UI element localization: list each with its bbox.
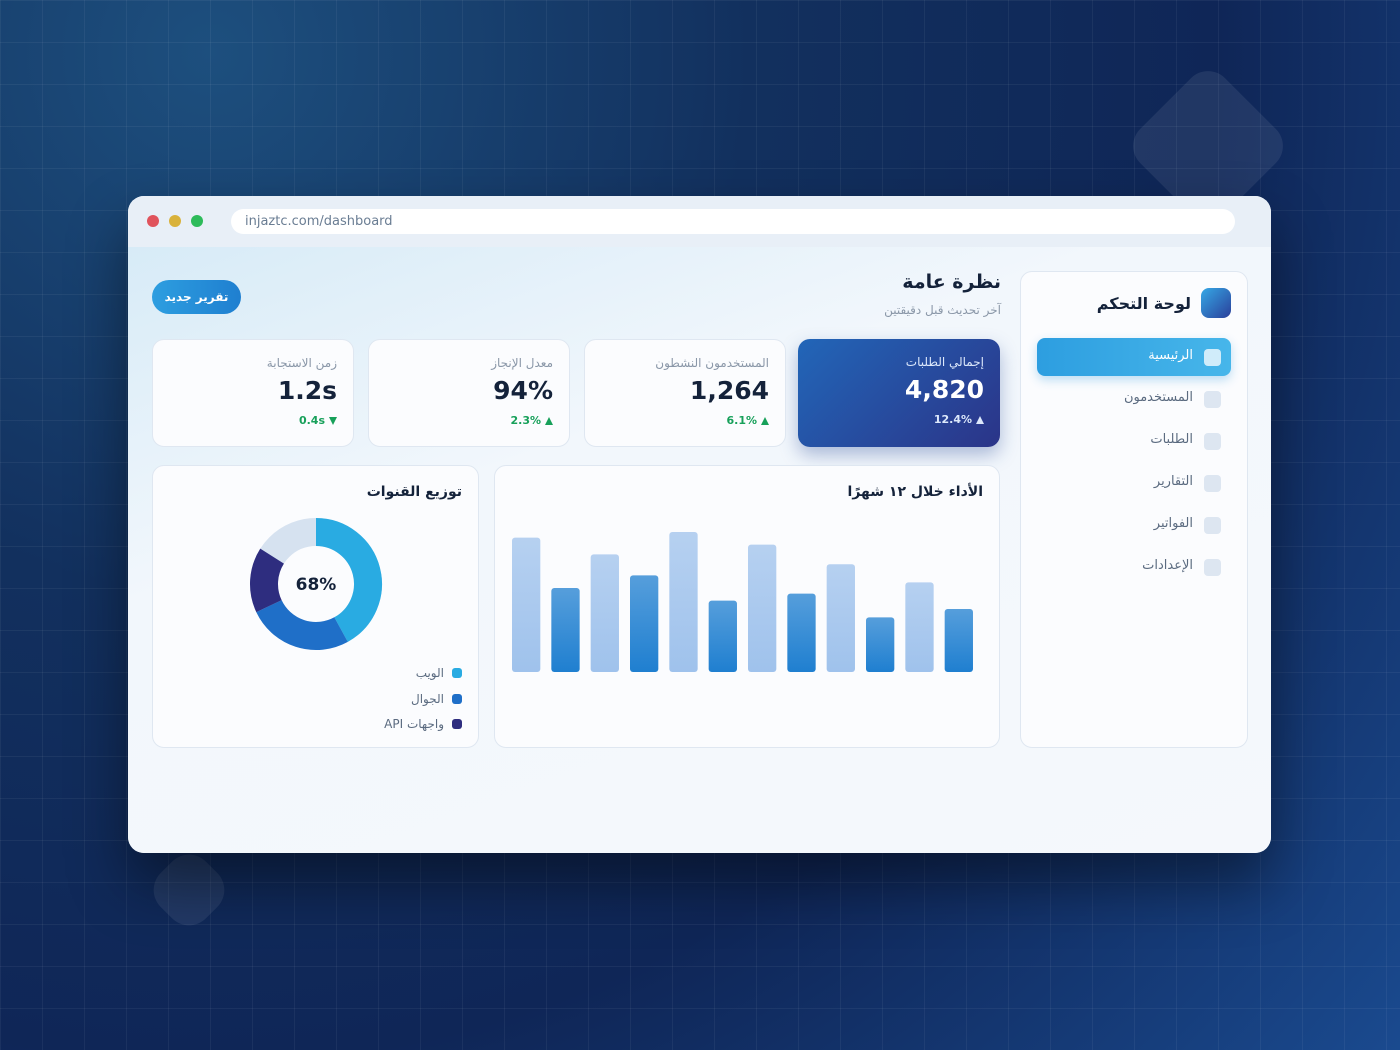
donut-segment (256, 599, 348, 650)
nav-item[interactable]: التقارير (1037, 464, 1231, 502)
nav-item-active[interactable]: الرئيسية (1037, 338, 1231, 376)
trend-up (976, 415, 984, 424)
bar (512, 537, 541, 672)
legend-item: واجهات API (384, 717, 462, 731)
kpi-card: المستخدمون النشطون 1,264 6.1% (584, 339, 786, 447)
kpi-value: 94% (493, 376, 553, 405)
donut-chart: 68% (250, 518, 382, 650)
logo (1201, 288, 1231, 318)
legend-swatch (452, 719, 462, 729)
maximize-dot[interactable] (191, 215, 203, 227)
kpi-card: زمن الاستجابة 1.2s 0.4s (152, 339, 354, 447)
kpi-change-value: 0.4s (298, 414, 325, 427)
browser-window: injaztc.com/dashboard لوحة التحكم الرئيس… (128, 196, 1271, 853)
legend-label: واجهات API (384, 717, 444, 731)
nav-label: الفواتير (1153, 516, 1193, 531)
kpi-label: إجمالي الطلبات (905, 355, 984, 369)
nav-item[interactable]: الفواتير (1037, 506, 1231, 544)
browser-chrome: injaztc.com/dashboard (128, 196, 1271, 248)
bar (944, 609, 973, 672)
kpi-change: 2.3% (510, 414, 553, 427)
bar (826, 564, 855, 672)
bar (708, 600, 737, 672)
kpi-change-value: 12.4% (933, 413, 972, 426)
legend-label: الويب (415, 666, 444, 680)
url-bar[interactable]: injaztc.com/dashboard (231, 209, 1235, 234)
nav-label: المستخدمون (1123, 390, 1193, 405)
bar (905, 582, 934, 672)
nav-label: التقارير (1153, 474, 1193, 489)
nav-label: الطلبات (1150, 432, 1193, 447)
trend-up (545, 416, 553, 425)
nav-item[interactable]: المستخدمون (1037, 380, 1231, 418)
legend-swatch (452, 668, 462, 678)
sidebar: لوحة التحكم الرئيسية المستخدمون الطلبات الت… (1020, 271, 1248, 748)
kpi-label: معدل الإنجاز (491, 356, 553, 370)
donut-center-label: 68% (296, 575, 337, 595)
kpi-change-value: 2.3% (510, 414, 541, 427)
nav-icon (1204, 391, 1221, 408)
kpi-change: 6.1% (726, 414, 769, 427)
nav-icon (1204, 475, 1221, 492)
kpi-value: 4,820 (904, 375, 984, 404)
bar (630, 575, 659, 672)
sidebar-title: لوحة التحكم (1096, 294, 1191, 313)
donut-segment (315, 518, 382, 642)
kpi-card: معدل الإنجاز 94% 2.3% (368, 339, 570, 447)
bar (590, 554, 619, 672)
kpi-change: 12.4% (934, 413, 984, 426)
legend-label: الجوال (411, 691, 444, 706)
minimize-dot[interactable] (169, 215, 181, 227)
bar (551, 588, 580, 672)
chart-title: الأداء خلال ١٢ شهرًا (847, 484, 983, 500)
nav-icon (1204, 433, 1221, 450)
bar (669, 532, 698, 672)
bar (787, 593, 816, 672)
nav-icon (1204, 517, 1221, 534)
kpi-label: زمن الاستجابة (266, 356, 337, 370)
page-title: نظرة عامة (902, 271, 1001, 293)
bar-chart (512, 532, 973, 672)
kpi-value: 1.2s (277, 376, 337, 405)
chart-title: توزيع القنوات (366, 484, 462, 500)
legend-item: الجوال (411, 692, 462, 706)
kpi-value: 1,264 (689, 376, 769, 405)
kpi-card: إجمالي الطلبات 4,820 12.4% (798, 339, 1000, 447)
nav-item[interactable]: الطلبات (1037, 422, 1231, 460)
kpi-change-value: 6.1% (726, 414, 757, 427)
donut-card: توزيع القنوات 68% الويب الجوال واجهات API (152, 465, 479, 748)
legend-swatch (452, 693, 462, 704)
nav-icon (1204, 559, 1221, 576)
bar-chart-card: الأداء خلال ١٢ شهرًا (494, 465, 1000, 748)
dashboard: لوحة التحكم الرئيسية المستخدمون الطلبات الت… (128, 247, 1271, 853)
nav-item[interactable]: الإعدادات (1037, 548, 1231, 586)
bar (866, 617, 895, 672)
new-report-button[interactable]: تقرير جديد (152, 280, 241, 314)
kpi-label: المستخدمون النشطون (655, 356, 769, 370)
nav-icon (1204, 349, 1221, 366)
trend-up (761, 416, 769, 425)
trend-down (329, 416, 337, 425)
donut-segment (250, 548, 285, 613)
nav-label: الرئيسية (1148, 348, 1193, 363)
legend-item: الويب (416, 666, 462, 680)
page-subtitle: آخر تحديث قبل دقيقتين (884, 303, 1001, 317)
bar (748, 544, 777, 672)
close-dot[interactable] (147, 215, 159, 227)
nav-label: الإعدادات (1142, 558, 1193, 573)
kpi-change: 0.4s (299, 414, 337, 427)
